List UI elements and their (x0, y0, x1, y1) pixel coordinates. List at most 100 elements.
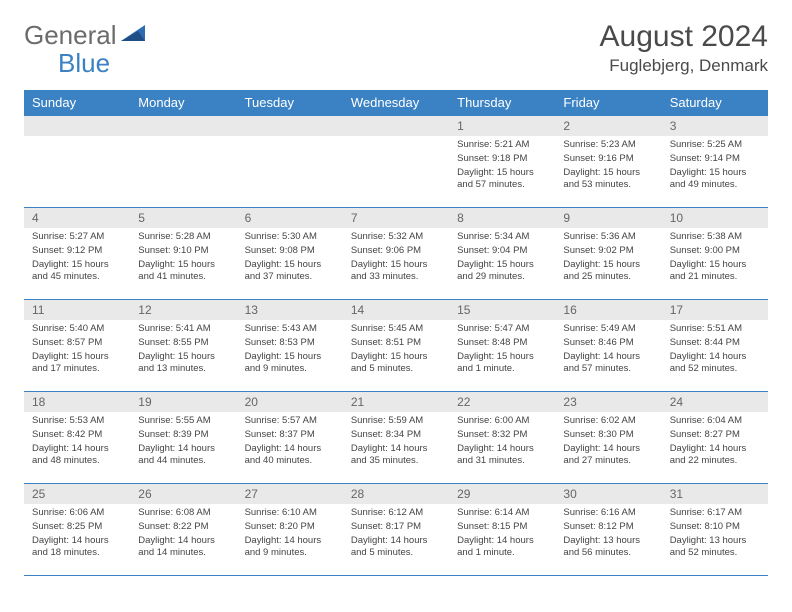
daylight-text: Daylight: 14 hours and 40 minutes. (245, 443, 335, 469)
day-content: Sunrise: 5:41 AMSunset: 8:55 PMDaylight:… (130, 320, 236, 383)
weekday-header: Wednesday (343, 90, 449, 116)
daylight-text: Daylight: 15 hours and 57 minutes. (457, 167, 547, 193)
day-content: Sunrise: 5:34 AMSunset: 9:04 PMDaylight:… (449, 228, 555, 291)
sunrise-text: Sunrise: 5:59 AM (351, 415, 441, 428)
day-number: 8 (449, 208, 555, 228)
day-content: Sunrise: 5:21 AMSunset: 9:18 PMDaylight:… (449, 136, 555, 199)
daylight-text: Daylight: 15 hours and 13 minutes. (138, 351, 228, 377)
sunrise-text: Sunrise: 5:43 AM (245, 323, 335, 336)
sunset-text: Sunset: 8:53 PM (245, 337, 335, 350)
sunset-text: Sunset: 9:02 PM (563, 245, 653, 258)
sunrise-text: Sunrise: 5:27 AM (32, 231, 122, 244)
calendar-week-row: 1Sunrise: 5:21 AMSunset: 9:18 PMDaylight… (24, 116, 768, 208)
day-number: 28 (343, 484, 449, 504)
calendar-day-cell (343, 116, 449, 208)
day-content: Sunrise: 6:16 AMSunset: 8:12 PMDaylight:… (555, 504, 661, 567)
logo-triangle-icon (121, 23, 147, 48)
day-number: 17 (662, 300, 768, 320)
day-content: Sunrise: 5:30 AMSunset: 9:08 PMDaylight:… (237, 228, 343, 291)
calendar-day-cell: 16Sunrise: 5:49 AMSunset: 8:46 PMDayligh… (555, 300, 661, 392)
daylight-text: Daylight: 14 hours and 18 minutes. (32, 535, 122, 561)
logo-text-blue: Blue (58, 48, 110, 78)
sunset-text: Sunset: 8:55 PM (138, 337, 228, 350)
sunset-text: Sunset: 8:27 PM (670, 429, 760, 442)
sunrise-text: Sunrise: 5:32 AM (351, 231, 441, 244)
daylight-text: Daylight: 15 hours and 49 minutes. (670, 167, 760, 193)
day-number: 20 (237, 392, 343, 412)
daylight-text: Daylight: 15 hours and 33 minutes. (351, 259, 441, 285)
calendar-day-cell: 12Sunrise: 5:41 AMSunset: 8:55 PMDayligh… (130, 300, 236, 392)
calendar-day-cell: 1Sunrise: 5:21 AMSunset: 9:18 PMDaylight… (449, 116, 555, 208)
daylight-text: Daylight: 14 hours and 5 minutes. (351, 535, 441, 561)
day-content: Sunrise: 5:27 AMSunset: 9:12 PMDaylight:… (24, 228, 130, 291)
daylight-text: Daylight: 15 hours and 9 minutes. (245, 351, 335, 377)
sunset-text: Sunset: 8:20 PM (245, 521, 335, 534)
daylight-text: Daylight: 15 hours and 17 minutes. (32, 351, 122, 377)
daylight-text: Daylight: 15 hours and 25 minutes. (563, 259, 653, 285)
calendar-day-cell: 27Sunrise: 6:10 AMSunset: 8:20 PMDayligh… (237, 484, 343, 576)
day-number: 30 (555, 484, 661, 504)
sunset-text: Sunset: 8:37 PM (245, 429, 335, 442)
daylight-text: Daylight: 14 hours and 1 minute. (457, 535, 547, 561)
calendar-day-cell: 4Sunrise: 5:27 AMSunset: 9:12 PMDaylight… (24, 208, 130, 300)
daylight-text: Daylight: 13 hours and 52 minutes. (670, 535, 760, 561)
day-number: 16 (555, 300, 661, 320)
day-number: 19 (130, 392, 236, 412)
calendar-day-cell: 11Sunrise: 5:40 AMSunset: 8:57 PMDayligh… (24, 300, 130, 392)
calendar-day-cell: 26Sunrise: 6:08 AMSunset: 8:22 PMDayligh… (130, 484, 236, 576)
day-content: Sunrise: 6:06 AMSunset: 8:25 PMDaylight:… (24, 504, 130, 567)
day-number (237, 116, 343, 136)
daylight-text: Daylight: 14 hours and 44 minutes. (138, 443, 228, 469)
day-number (130, 116, 236, 136)
day-number: 12 (130, 300, 236, 320)
calendar-day-cell: 17Sunrise: 5:51 AMSunset: 8:44 PMDayligh… (662, 300, 768, 392)
day-number: 15 (449, 300, 555, 320)
day-number: 2 (555, 116, 661, 136)
calendar-day-cell: 6Sunrise: 5:30 AMSunset: 9:08 PMDaylight… (237, 208, 343, 300)
sunrise-text: Sunrise: 5:23 AM (563, 139, 653, 152)
sunset-text: Sunset: 8:34 PM (351, 429, 441, 442)
day-content: Sunrise: 5:59 AMSunset: 8:34 PMDaylight:… (343, 412, 449, 475)
calendar-day-cell: 30Sunrise: 6:16 AMSunset: 8:12 PMDayligh… (555, 484, 661, 576)
day-number: 31 (662, 484, 768, 504)
day-number: 13 (237, 300, 343, 320)
sunrise-text: Sunrise: 5:36 AM (563, 231, 653, 244)
sunrise-text: Sunrise: 5:53 AM (32, 415, 122, 428)
calendar-day-cell: 19Sunrise: 5:55 AMSunset: 8:39 PMDayligh… (130, 392, 236, 484)
sunset-text: Sunset: 9:16 PM (563, 153, 653, 166)
daylight-text: Daylight: 14 hours and 14 minutes. (138, 535, 228, 561)
sunrise-text: Sunrise: 6:00 AM (457, 415, 547, 428)
weekday-header: Thursday (449, 90, 555, 116)
sunset-text: Sunset: 8:12 PM (563, 521, 653, 534)
day-content: Sunrise: 6:12 AMSunset: 8:17 PMDaylight:… (343, 504, 449, 567)
sunrise-text: Sunrise: 6:16 AM (563, 507, 653, 520)
sunset-text: Sunset: 9:04 PM (457, 245, 547, 258)
weekday-header: Sunday (24, 90, 130, 116)
day-content: Sunrise: 5:38 AMSunset: 9:00 PMDaylight:… (662, 228, 768, 291)
logo-text-general: General (24, 20, 117, 51)
sunset-text: Sunset: 8:32 PM (457, 429, 547, 442)
title-block: August 2024 Fuglebjerg, Denmark (600, 20, 768, 76)
day-content: Sunrise: 6:00 AMSunset: 8:32 PMDaylight:… (449, 412, 555, 475)
day-number: 10 (662, 208, 768, 228)
day-number: 3 (662, 116, 768, 136)
calendar-day-cell: 14Sunrise: 5:45 AMSunset: 8:51 PMDayligh… (343, 300, 449, 392)
sunset-text: Sunset: 8:22 PM (138, 521, 228, 534)
sunrise-text: Sunrise: 6:06 AM (32, 507, 122, 520)
calendar-day-cell: 8Sunrise: 5:34 AMSunset: 9:04 PMDaylight… (449, 208, 555, 300)
day-number: 29 (449, 484, 555, 504)
day-content: Sunrise: 5:28 AMSunset: 9:10 PMDaylight:… (130, 228, 236, 291)
day-content: Sunrise: 6:14 AMSunset: 8:15 PMDaylight:… (449, 504, 555, 567)
calendar-day-cell: 7Sunrise: 5:32 AMSunset: 9:06 PMDaylight… (343, 208, 449, 300)
sunrise-text: Sunrise: 5:57 AM (245, 415, 335, 428)
sunset-text: Sunset: 8:44 PM (670, 337, 760, 350)
calendar-week-row: 4Sunrise: 5:27 AMSunset: 9:12 PMDaylight… (24, 208, 768, 300)
weekday-header-row: SundayMondayTuesdayWednesdayThursdayFrid… (24, 90, 768, 116)
daylight-text: Daylight: 15 hours and 1 minute. (457, 351, 547, 377)
daylight-text: Daylight: 14 hours and 35 minutes. (351, 443, 441, 469)
sunrise-text: Sunrise: 6:02 AM (563, 415, 653, 428)
calendar-day-cell: 5Sunrise: 5:28 AMSunset: 9:10 PMDaylight… (130, 208, 236, 300)
calendar-day-cell (130, 116, 236, 208)
weekday-header: Monday (130, 90, 236, 116)
day-content: Sunrise: 6:10 AMSunset: 8:20 PMDaylight:… (237, 504, 343, 567)
